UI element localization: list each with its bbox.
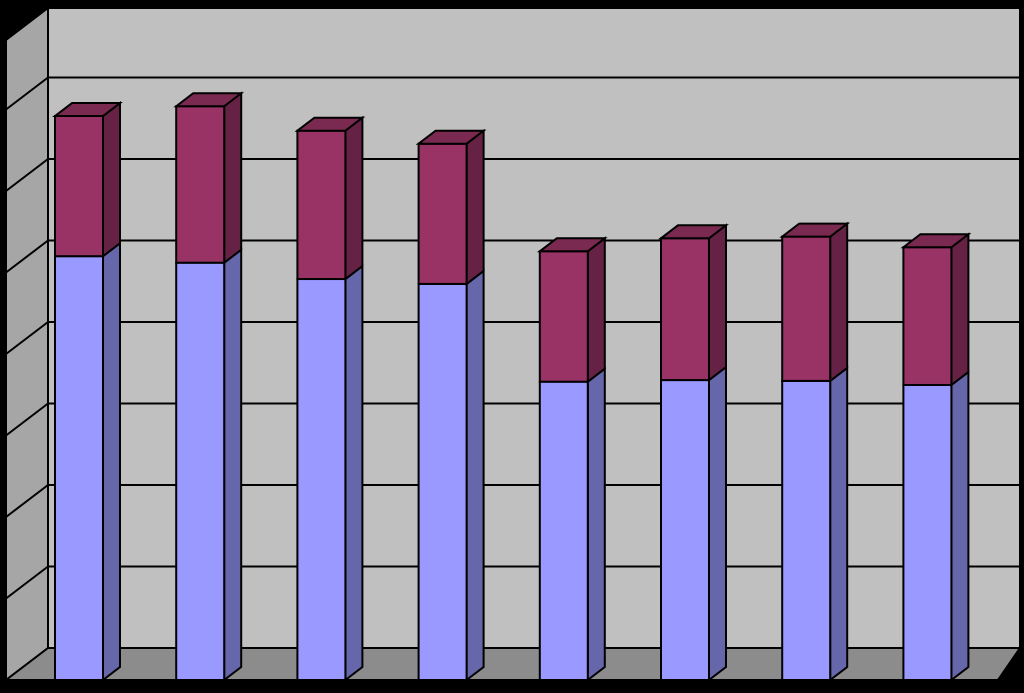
- bar-top-side: [344, 115, 364, 282]
- side-wall: [5, 5, 49, 683]
- bar-top-segment: [296, 129, 347, 281]
- bar-stack: [900, 232, 972, 683]
- gridline-diagonal: [5, 565, 49, 600]
- gridline-diagonal: [5, 76, 49, 111]
- bar-bottom-side: [829, 365, 849, 683]
- bar-bottom-side: [708, 365, 727, 683]
- gridline-diagonal: [5, 484, 49, 518]
- bar-top-side: [950, 232, 970, 387]
- bar-stack: [173, 91, 245, 683]
- chart-walls: [3, 5, 1022, 683]
- bar-stack: [294, 115, 366, 683]
- bar-top-cap: [173, 92, 245, 108]
- bar-stack: [52, 100, 123, 683]
- bar-top-cap: [294, 116, 366, 132]
- bar-top-side: [829, 221, 849, 383]
- floor: [3, 647, 1022, 681]
- bar-top-segment: [781, 235, 832, 382]
- gridline-diagonal: [5, 402, 49, 437]
- bar-stack: [779, 221, 851, 683]
- bar-top-side: [223, 91, 243, 265]
- bars-group: [52, 91, 972, 683]
- bar-bottom-side: [344, 263, 364, 683]
- bar-bottom-segment: [781, 379, 832, 681]
- bar-stack: [415, 128, 487, 683]
- bar-bottom-side: [465, 268, 485, 683]
- bar-top-segment: [175, 105, 226, 264]
- bar-bottom-segment: [54, 255, 104, 681]
- bar-top-segment: [54, 115, 104, 258]
- bar-bottom-segment: [660, 379, 710, 681]
- bar-bottom-segment: [417, 282, 468, 681]
- bar-bottom-side: [102, 241, 121, 683]
- gridline-diagonal: [5, 321, 49, 355]
- bar-top-side: [708, 223, 727, 383]
- bar-top-cap: [779, 222, 851, 238]
- bar-bottom-side: [950, 369, 970, 683]
- bar-stack: [658, 223, 729, 683]
- bar-top-segment: [538, 250, 589, 383]
- bar-top-segment: [902, 246, 953, 386]
- bar-bottom-side: [586, 366, 606, 683]
- bar-stack: [536, 236, 608, 683]
- bar-bottom-side: [223, 247, 243, 683]
- bar-bottom-segment: [538, 380, 589, 681]
- bar-bottom-segment: [296, 278, 347, 681]
- bar-top-segment: [417, 142, 468, 285]
- bar-top-segment: [660, 237, 710, 382]
- gridline-diagonal: [5, 239, 49, 274]
- bar-top-cap: [900, 233, 972, 249]
- bar-top-side: [586, 236, 606, 384]
- bar-top-cap: [658, 224, 729, 240]
- bar-top-cap: [415, 129, 487, 145]
- bar-bottom-segment: [175, 261, 226, 681]
- bar-top-cap: [52, 102, 123, 118]
- bar-top-side: [102, 100, 121, 259]
- bar-top-side: [465, 128, 485, 286]
- bar-top-cap: [536, 237, 608, 253]
- gridline-diagonal: [5, 158, 49, 192]
- bar-bottom-segment: [902, 383, 953, 681]
